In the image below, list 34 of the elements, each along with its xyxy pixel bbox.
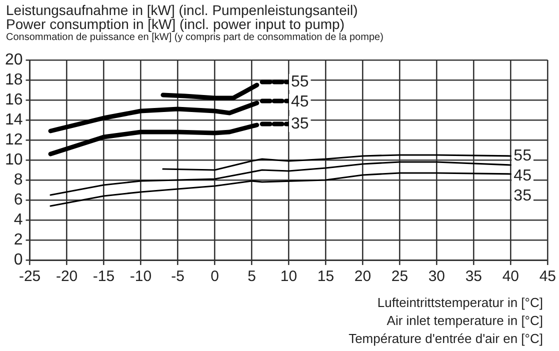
series-label: 55 [290,73,309,90]
y-tick-label: 12 [5,131,23,148]
x-tick-label: -15 [92,268,115,286]
x-tick-label: 20 [354,268,372,286]
y-tick-label: 16 [5,91,23,108]
y-tick-label: 14 [5,111,23,128]
series-label: 55 [514,147,532,164]
y-tick-label: 18 [5,71,23,88]
x-tick-label: -10 [130,268,152,286]
x-tick-label: -5 [171,268,184,286]
x-tick-label: -25 [18,268,41,286]
x-tick-label: 5 [248,268,256,286]
x-tick-label: 35 [465,268,482,286]
series-label: 35 [514,187,532,204]
x-tick-label: -20 [56,268,78,286]
y-tick-label: 0 [14,251,23,268]
y-tick-label: 2 [14,231,23,248]
y-tick-label: 4 [14,211,23,228]
series-label: 45 [514,167,532,184]
y-tick-label: 10 [5,151,23,168]
x-axis-title: Lufteintrittstemperatur in [°C] Air inlet temperature in [°C] Température d'entrée d'air en [°C] [348,294,543,348]
x-tick-label: 45 [539,268,556,286]
x-tick-label: 25 [391,268,408,286]
y-tick-label: 20 [5,51,23,68]
x-tick-label: 15 [317,268,334,286]
series-label: 35 [290,115,309,132]
x-tick-label: 40 [502,268,520,286]
y-axis-title: Leistungsaufnahme in [kW] (incl. Pumpenleistungsanteil) Power consumption in [kW] (incl. power input to pump) Consommation de puissance en [kW] (y compris part de consommation de la pompe) [6,2,384,45]
y-tick-label: 8 [14,171,23,188]
x-tick-label: 30 [428,268,446,286]
series-label: 45 [290,93,309,110]
y-tick-label: 6 [14,191,23,208]
x-tick-label: 10 [280,268,298,286]
x-tick-label: 0 [210,268,219,286]
